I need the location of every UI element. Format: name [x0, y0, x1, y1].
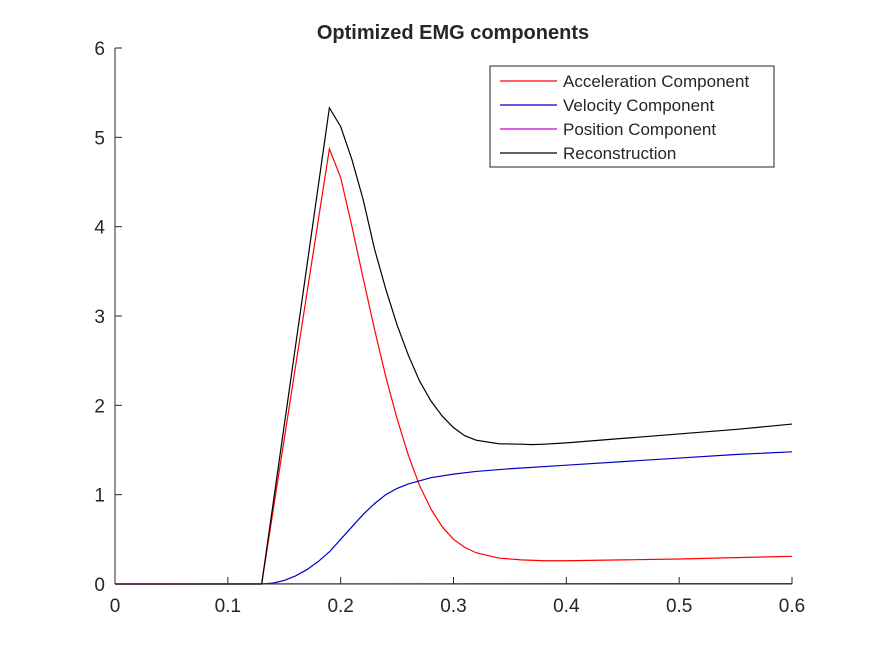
y-tick-label: 5 — [94, 128, 105, 149]
y-tick-label: 6 — [94, 39, 105, 60]
legend-label: Acceleration Component — [563, 72, 749, 91]
x-tick-label: 0.4 — [553, 596, 580, 617]
chart-title: Optimized EMG components — [317, 22, 589, 44]
legend-label: Reconstruction — [563, 144, 676, 163]
x-tick-label: 0.1 — [215, 596, 241, 617]
y-tick-label: 4 — [94, 218, 105, 239]
x-tick-label: 0.5 — [666, 596, 692, 617]
x-tick-label: 0.3 — [440, 596, 466, 617]
series-line-1 — [115, 451, 793, 585]
legend: Acceleration Component Velocity Component… — [489, 65, 775, 168]
axes: 0 0.1 0.2 0.3 0.4 0.5 0.6 0 1 2 3 4 5 6 — [94, 39, 805, 617]
legend-label: Velocity Component — [563, 96, 714, 115]
series-line-0 — [115, 146, 793, 585]
legend-box — [489, 65, 775, 168]
x-tick-label: 0 — [110, 596, 121, 617]
x-tick-label: 0.6 — [779, 596, 805, 617]
y-tick-label: 0 — [94, 575, 105, 596]
y-tick-label: 1 — [94, 486, 105, 507]
x-tick-label: 0.2 — [327, 596, 353, 617]
legend-label: Position Component — [563, 120, 716, 139]
plot-area — [114, 106, 793, 585]
y-tick-label: 3 — [94, 307, 105, 328]
series-line-3 — [115, 106, 793, 585]
y-tick-label: 2 — [94, 396, 105, 417]
